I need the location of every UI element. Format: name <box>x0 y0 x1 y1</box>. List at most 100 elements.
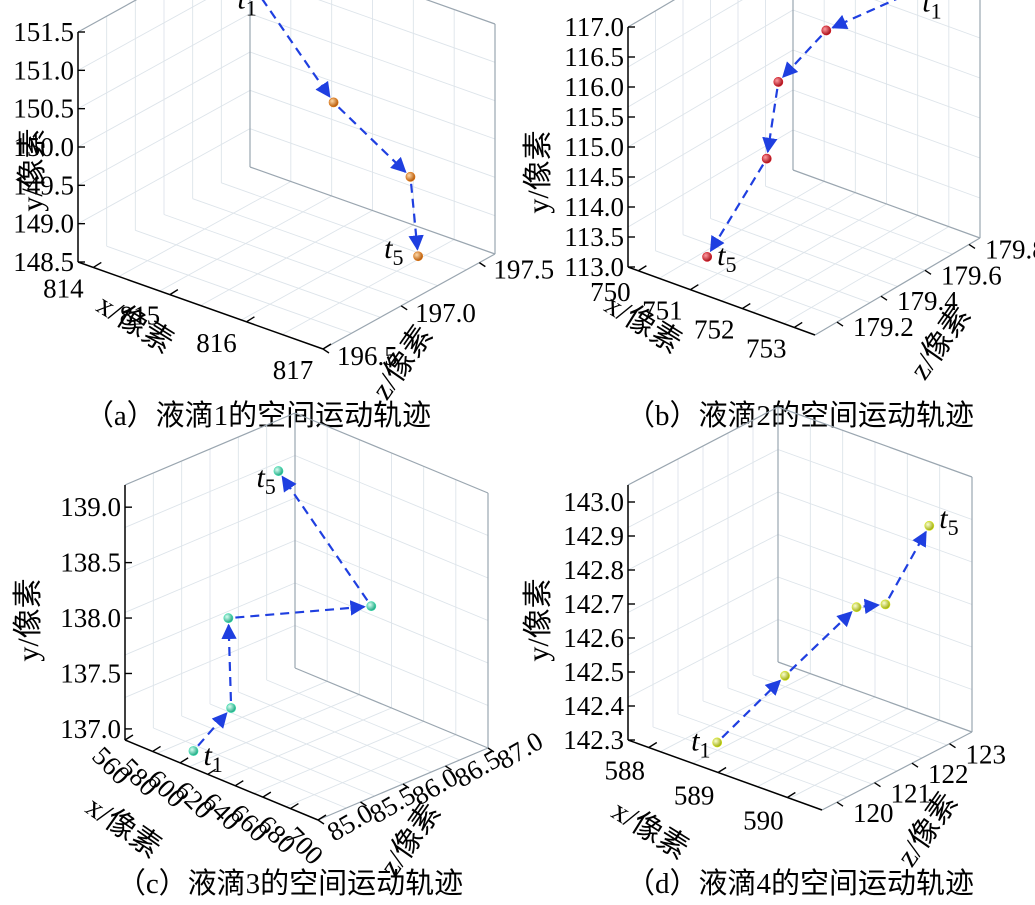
y-axis-label: y/像素 <box>522 130 555 213</box>
y-tick-label: 142.7 <box>563 589 624 619</box>
gridline <box>209 703 404 785</box>
z-tick-mark <box>445 765 452 771</box>
trajectory-segment <box>721 679 782 739</box>
x-tick-label: 816 <box>196 328 237 358</box>
trajectory-point <box>273 466 284 476</box>
y-tick-label: 137.5 <box>60 658 121 688</box>
x-tick-mark <box>290 802 299 810</box>
x-tick-mark <box>234 780 244 787</box>
gridline <box>727 687 923 759</box>
gridline <box>737 201 926 271</box>
y-tick-label: 148.5 <box>13 247 74 277</box>
z-tick-mark <box>949 743 956 749</box>
x-tick-mark <box>717 766 727 774</box>
end-time-label: t5 <box>256 461 275 499</box>
x-tick-mark <box>92 261 102 269</box>
box-edge <box>821 731 973 811</box>
y-tick-label: 117.0 <box>564 12 624 42</box>
x-tick-mark <box>648 741 658 749</box>
x-tick-label: 588 <box>605 756 646 786</box>
y-axis-label: y/像素 <box>522 578 555 661</box>
z-tick-label: 179.6 <box>941 260 1002 290</box>
box-edge <box>425 0 496 25</box>
z-tick-label: 197.5 <box>493 255 554 285</box>
x-tick-label: 752 <box>694 315 735 345</box>
z-tick-mark <box>874 782 881 788</box>
trajectory-segment <box>337 106 407 174</box>
x-tick-label: 815 <box>120 301 161 331</box>
gridline <box>627 0 743 68</box>
x-axis-line <box>627 266 816 336</box>
y-tick-label: 142.3 <box>563 725 624 755</box>
y-tick-label: 151.5 <box>13 17 74 47</box>
trajectory-segment <box>197 712 228 747</box>
trajectory-segment <box>863 598 880 615</box>
y-tick-label: 143.0 <box>563 487 624 517</box>
box-edge <box>124 412 296 486</box>
x-tick-mark <box>246 316 255 323</box>
box-edge <box>322 253 496 350</box>
z-tick-mark <box>317 819 325 825</box>
trajectory-point <box>413 251 424 262</box>
trajectory-segment <box>762 88 779 154</box>
x-tick-mark <box>262 791 272 798</box>
gridline <box>238 691 432 773</box>
panel-b: 113.0113.5114.0114.5115.0115.5116.0116.5… <box>522 0 1035 432</box>
trajectory-point <box>851 602 862 613</box>
z-tick-label: 179.8 <box>985 234 1035 264</box>
z-tick-mark <box>402 783 410 789</box>
gridline <box>765 185 953 255</box>
gridline <box>752 214 918 313</box>
gridline <box>294 455 489 536</box>
gridline <box>757 708 908 788</box>
start-time-label: t1 <box>203 739 222 777</box>
z-tick-mark <box>836 801 844 807</box>
gridline <box>253 720 424 794</box>
y-tick-label: 150.0 <box>13 132 74 162</box>
y-tick-label: 137.0 <box>60 714 121 744</box>
z-tick-mark <box>880 295 888 301</box>
gridline <box>627 449 779 528</box>
gridline <box>192 198 438 287</box>
y-tick-label: 142.5 <box>563 657 624 687</box>
gridline <box>221 182 467 271</box>
y-tick-label: 138.5 <box>60 548 121 578</box>
y-tick-label: 116.0 <box>564 72 624 102</box>
z-tick-label: 121 <box>891 779 932 809</box>
trajectory-point <box>226 703 237 713</box>
z-tick-mark <box>322 348 330 354</box>
y-tick-label: 149.5 <box>13 170 74 200</box>
trajectory-point <box>821 25 832 36</box>
box-edge <box>77 0 138 33</box>
z-tick-mark <box>487 747 495 753</box>
figure-caption: （c）液滴3的空间运动轨迹 <box>117 867 463 900</box>
y-tick-label: 139.0 <box>60 492 121 522</box>
y-tick-label: 114.0 <box>564 192 624 222</box>
x-tick-mark <box>322 343 332 350</box>
x-tick-mark <box>207 768 217 775</box>
y-tick-label: 116.5 <box>564 42 624 72</box>
z-tick-mark <box>911 762 919 768</box>
x-axis-line <box>77 261 324 350</box>
figure-caption: （d）液滴4的空间运动轨迹 <box>626 867 974 900</box>
x-tick-mark <box>638 265 647 272</box>
trajectory-point <box>405 171 416 182</box>
x-tick-label: 753 <box>746 333 787 363</box>
start-time-label: t1 <box>691 724 710 762</box>
z-tick-mark <box>478 262 486 268</box>
box-edge <box>249 166 496 255</box>
trajectory-segment <box>831 0 897 29</box>
z-tick-mark <box>360 801 367 807</box>
box-edge <box>777 661 973 733</box>
gridline <box>777 449 973 520</box>
x-tick-mark <box>741 302 751 310</box>
x-tick-label: 589 <box>674 781 715 811</box>
y-tick-label: 142.6 <box>563 623 624 653</box>
trajectory-point <box>761 153 772 164</box>
x-tick-mark <box>179 757 189 764</box>
x-tick-mark <box>169 289 179 296</box>
trajectory-point <box>880 599 891 610</box>
x-tick-mark <box>793 321 803 329</box>
trajectory-point <box>773 77 784 87</box>
gridline <box>77 0 207 71</box>
